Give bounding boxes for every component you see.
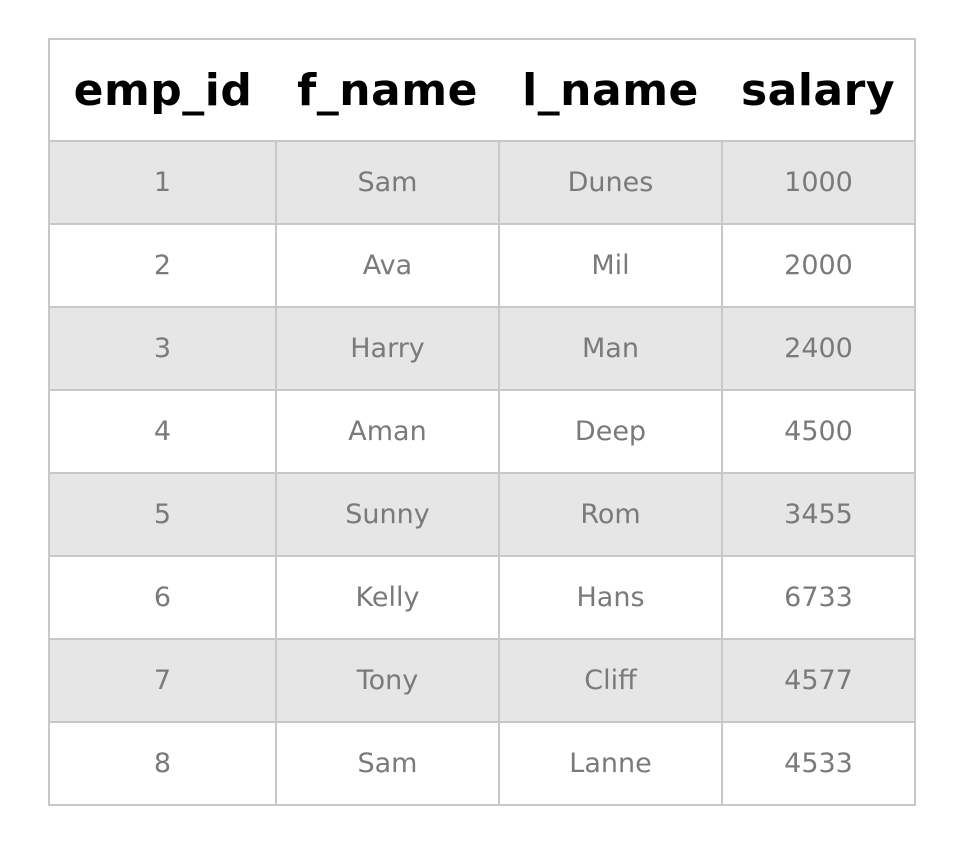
table-row: 6 Kelly Hans 6733 (48, 555, 916, 640)
table-row: 3 Harry Man 2400 (48, 306, 916, 391)
header-f-name: f_name (276, 39, 499, 142)
cell-l-name: Dunes (498, 140, 723, 225)
table-row: 1 Sam Dunes 1000 (48, 140, 916, 225)
cell-f-name: Tony (275, 638, 500, 723)
cell-emp-id: 4 (48, 389, 277, 474)
header-row: emp_id f_name l_name salary (49, 39, 915, 142)
table-row: 2 Ava Mil 2000 (48, 223, 916, 308)
cell-emp-id: 6 (48, 555, 277, 640)
cell-emp-id: 3 (48, 306, 277, 391)
cell-emp-id: 5 (48, 472, 277, 557)
cell-l-name: Rom (498, 472, 723, 557)
cell-salary: 6733 (721, 555, 916, 640)
cell-l-name: Man (498, 306, 723, 391)
table-row: 4 Aman Deep 4500 (48, 389, 916, 474)
header-l-name: l_name (499, 39, 722, 142)
cell-f-name: Sam (275, 721, 500, 806)
cell-l-name: Deep (498, 389, 723, 474)
cell-salary: 2000 (721, 223, 916, 308)
cell-f-name: Aman (275, 389, 500, 474)
cell-emp-id: 2 (48, 223, 277, 308)
cell-salary: 1000 (721, 140, 916, 225)
employee-table-container: emp_id f_name l_name salary 1 Sam Dunes … (48, 38, 916, 806)
cell-salary: 4500 (721, 389, 916, 474)
cell-l-name: Cliff (498, 638, 723, 723)
cell-f-name: Harry (275, 306, 500, 391)
cell-f-name: Sam (275, 140, 500, 225)
cell-emp-id: 8 (48, 721, 277, 806)
cell-f-name: Sunny (275, 472, 500, 557)
employee-table: emp_id f_name l_name salary 1 Sam Dunes … (48, 38, 916, 806)
cell-emp-id: 1 (48, 140, 277, 225)
cell-salary: 2400 (721, 306, 916, 391)
cell-l-name: Lanne (498, 721, 723, 806)
cell-f-name: Ava (275, 223, 500, 308)
table-row: 7 Tony Cliff 4577 (48, 638, 916, 723)
cell-salary: 4533 (721, 721, 916, 806)
cell-salary: 3455 (721, 472, 916, 557)
table-row: 8 Sam Lanne 4533 (48, 721, 916, 806)
cell-f-name: Kelly (275, 555, 500, 640)
cell-salary: 4577 (721, 638, 916, 723)
cell-l-name: Mil (498, 223, 723, 308)
table-body: 1 Sam Dunes 1000 2 Ava Mil 2000 3 Harry … (48, 140, 916, 806)
header-salary: salary (722, 39, 915, 142)
cell-l-name: Hans (498, 555, 723, 640)
table-row: 5 Sunny Rom 3455 (48, 472, 916, 557)
table-header: emp_id f_name l_name salary (49, 39, 915, 142)
cell-emp-id: 7 (48, 638, 277, 723)
header-emp-id: emp_id (49, 39, 276, 142)
